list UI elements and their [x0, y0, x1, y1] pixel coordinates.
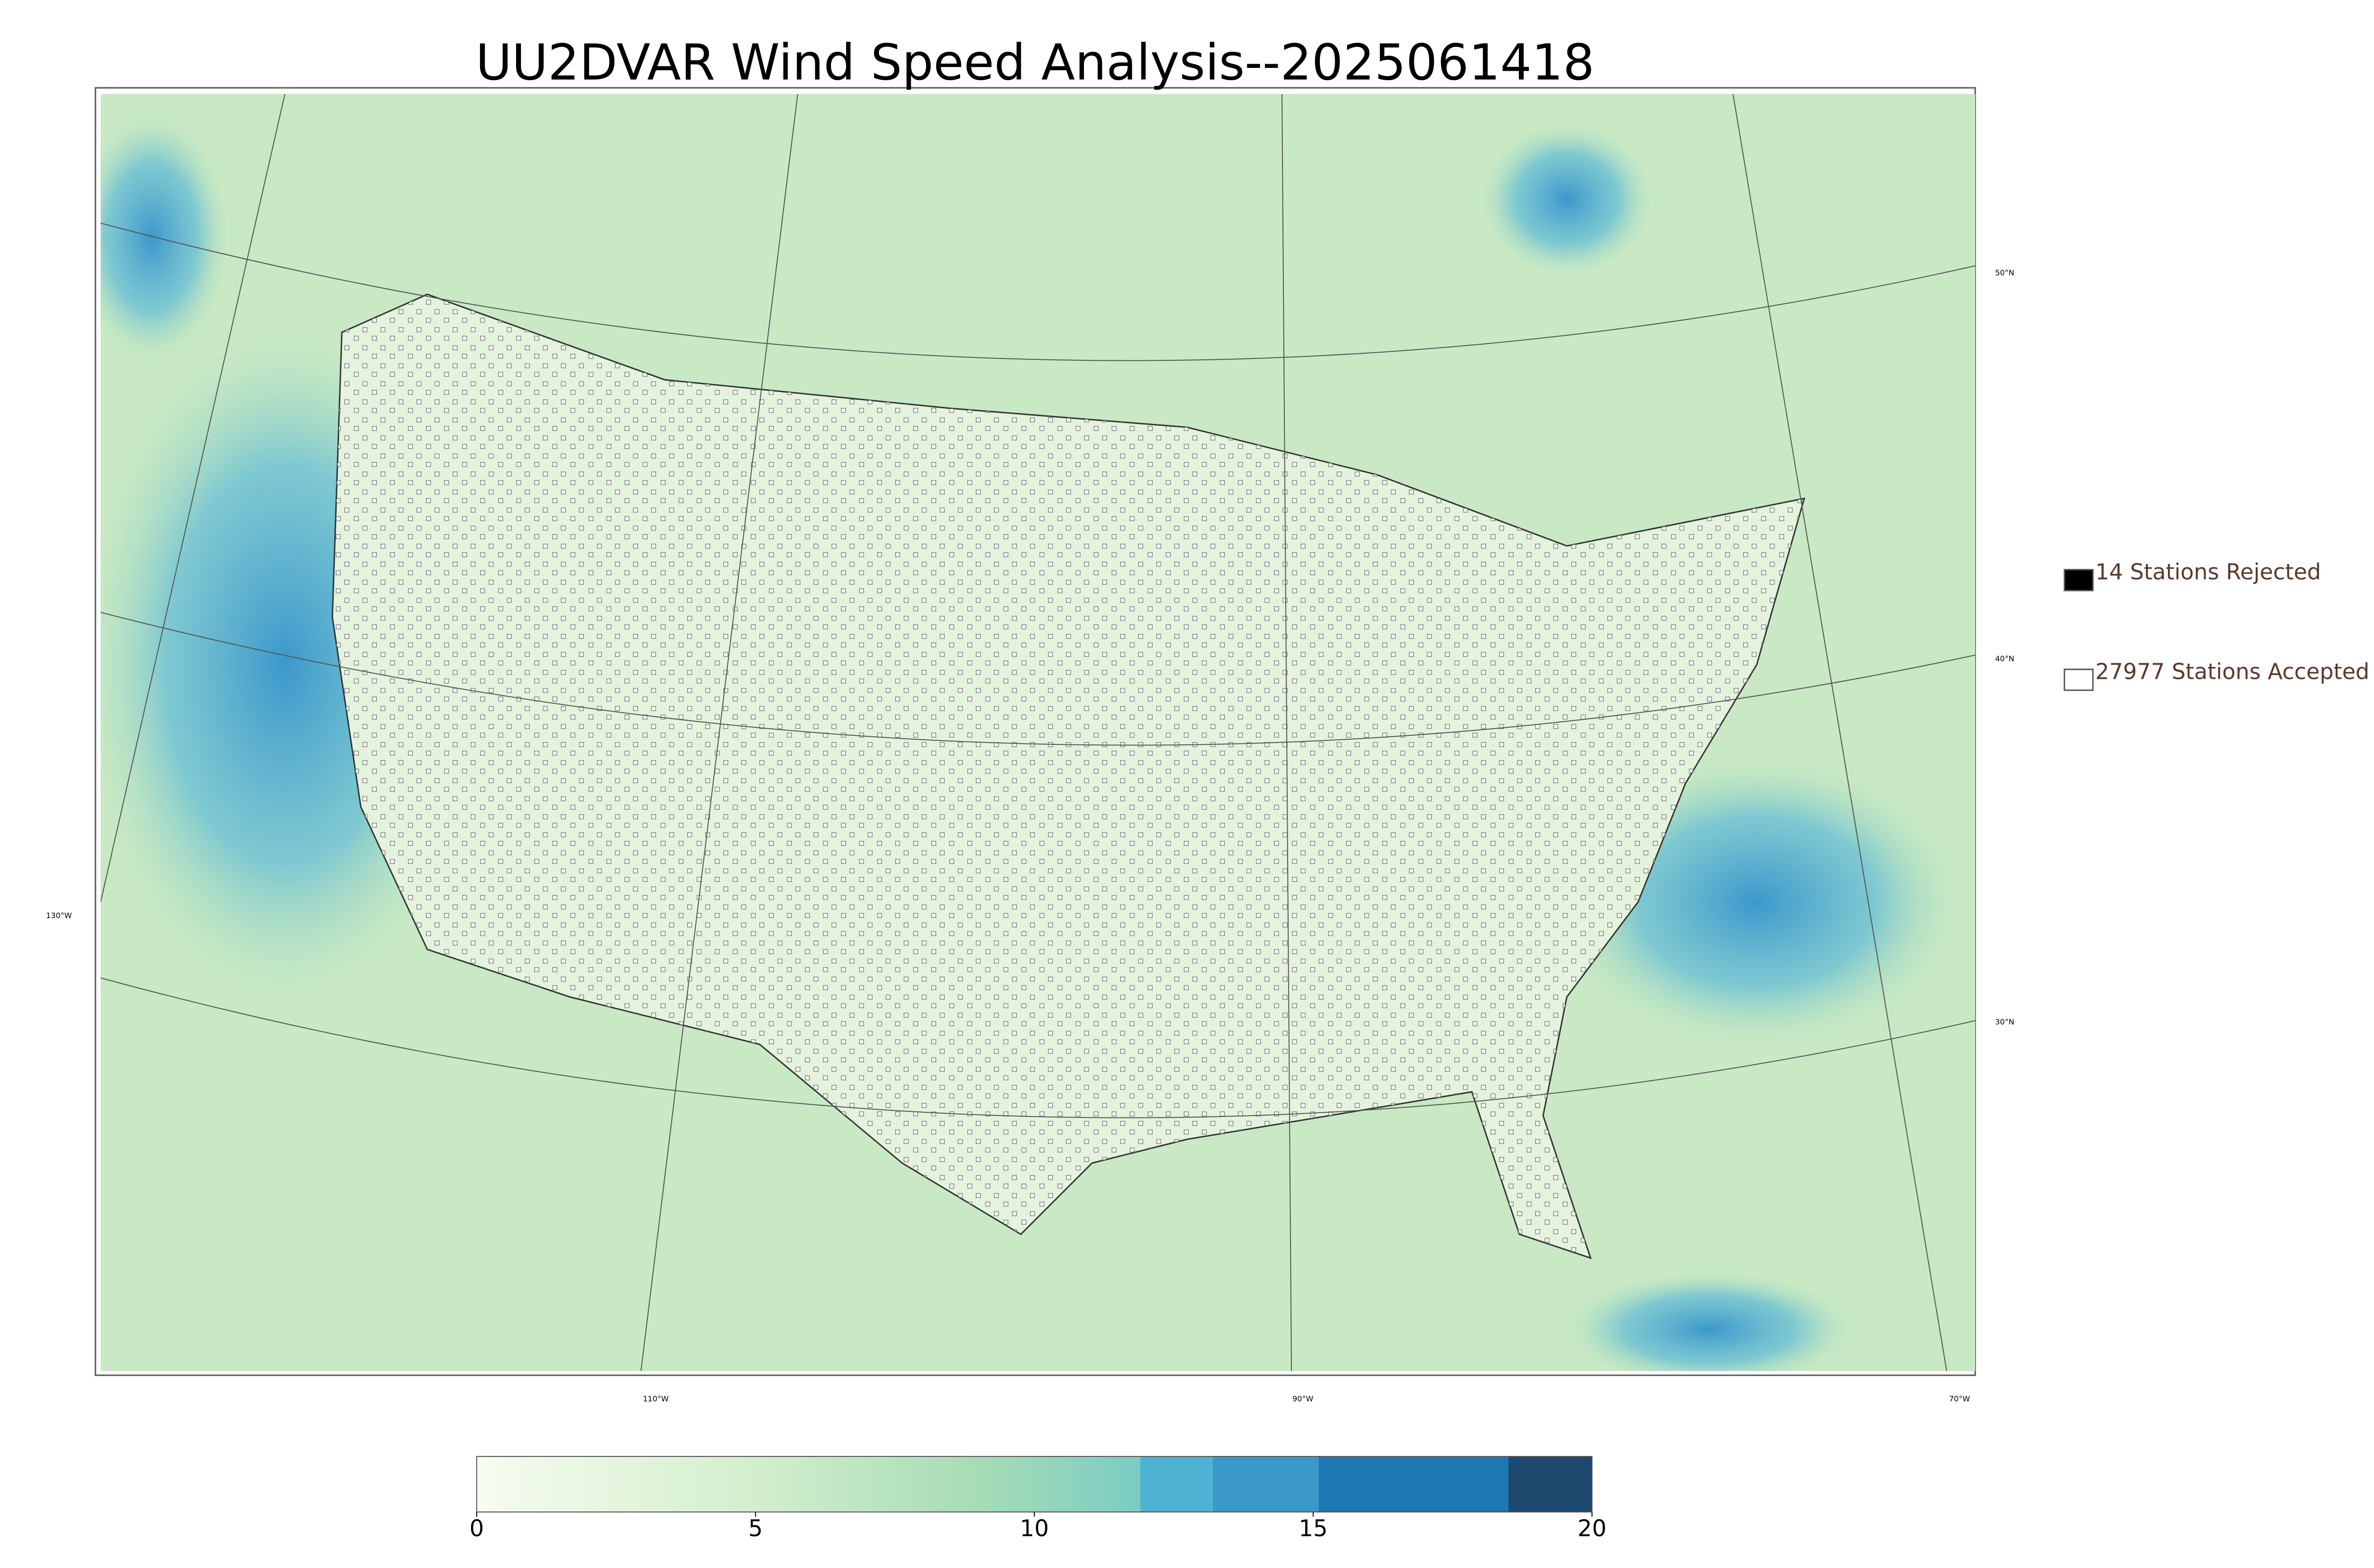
lat-label: 40°N	[1995, 654, 2014, 663]
colorbar-tick-label: 5	[748, 1515, 763, 1542]
lat-label: 50°N	[1995, 268, 2014, 277]
lon-label: 70°W	[1949, 1394, 1970, 1403]
lon-label: 90°W	[1292, 1394, 1313, 1403]
lon-label: 110°W	[643, 1394, 669, 1403]
colorbar-tick-label: 0	[470, 1515, 484, 1542]
map-title: UU2DVAR Wind Speed Analysis--2025061418	[476, 34, 1594, 92]
wind-field	[101, 94, 1975, 1371]
colorbar-tick-label: 15	[1299, 1515, 1328, 1542]
colorbar-tick-label: 20	[1577, 1515, 1606, 1542]
legend-label: 27977 Stations Accepted	[2095, 659, 2369, 685]
lon-label: 130°W	[46, 911, 72, 920]
colorbar	[476, 1456, 1592, 1512]
colorbar-tick-label: 10	[1020, 1515, 1049, 1542]
legend-swatch	[2063, 569, 2094, 592]
legend-label: 14 Stations Rejected	[2095, 559, 2321, 585]
legend-swatch	[2063, 668, 2094, 691]
lat-label: 30°N	[1995, 1017, 2014, 1026]
